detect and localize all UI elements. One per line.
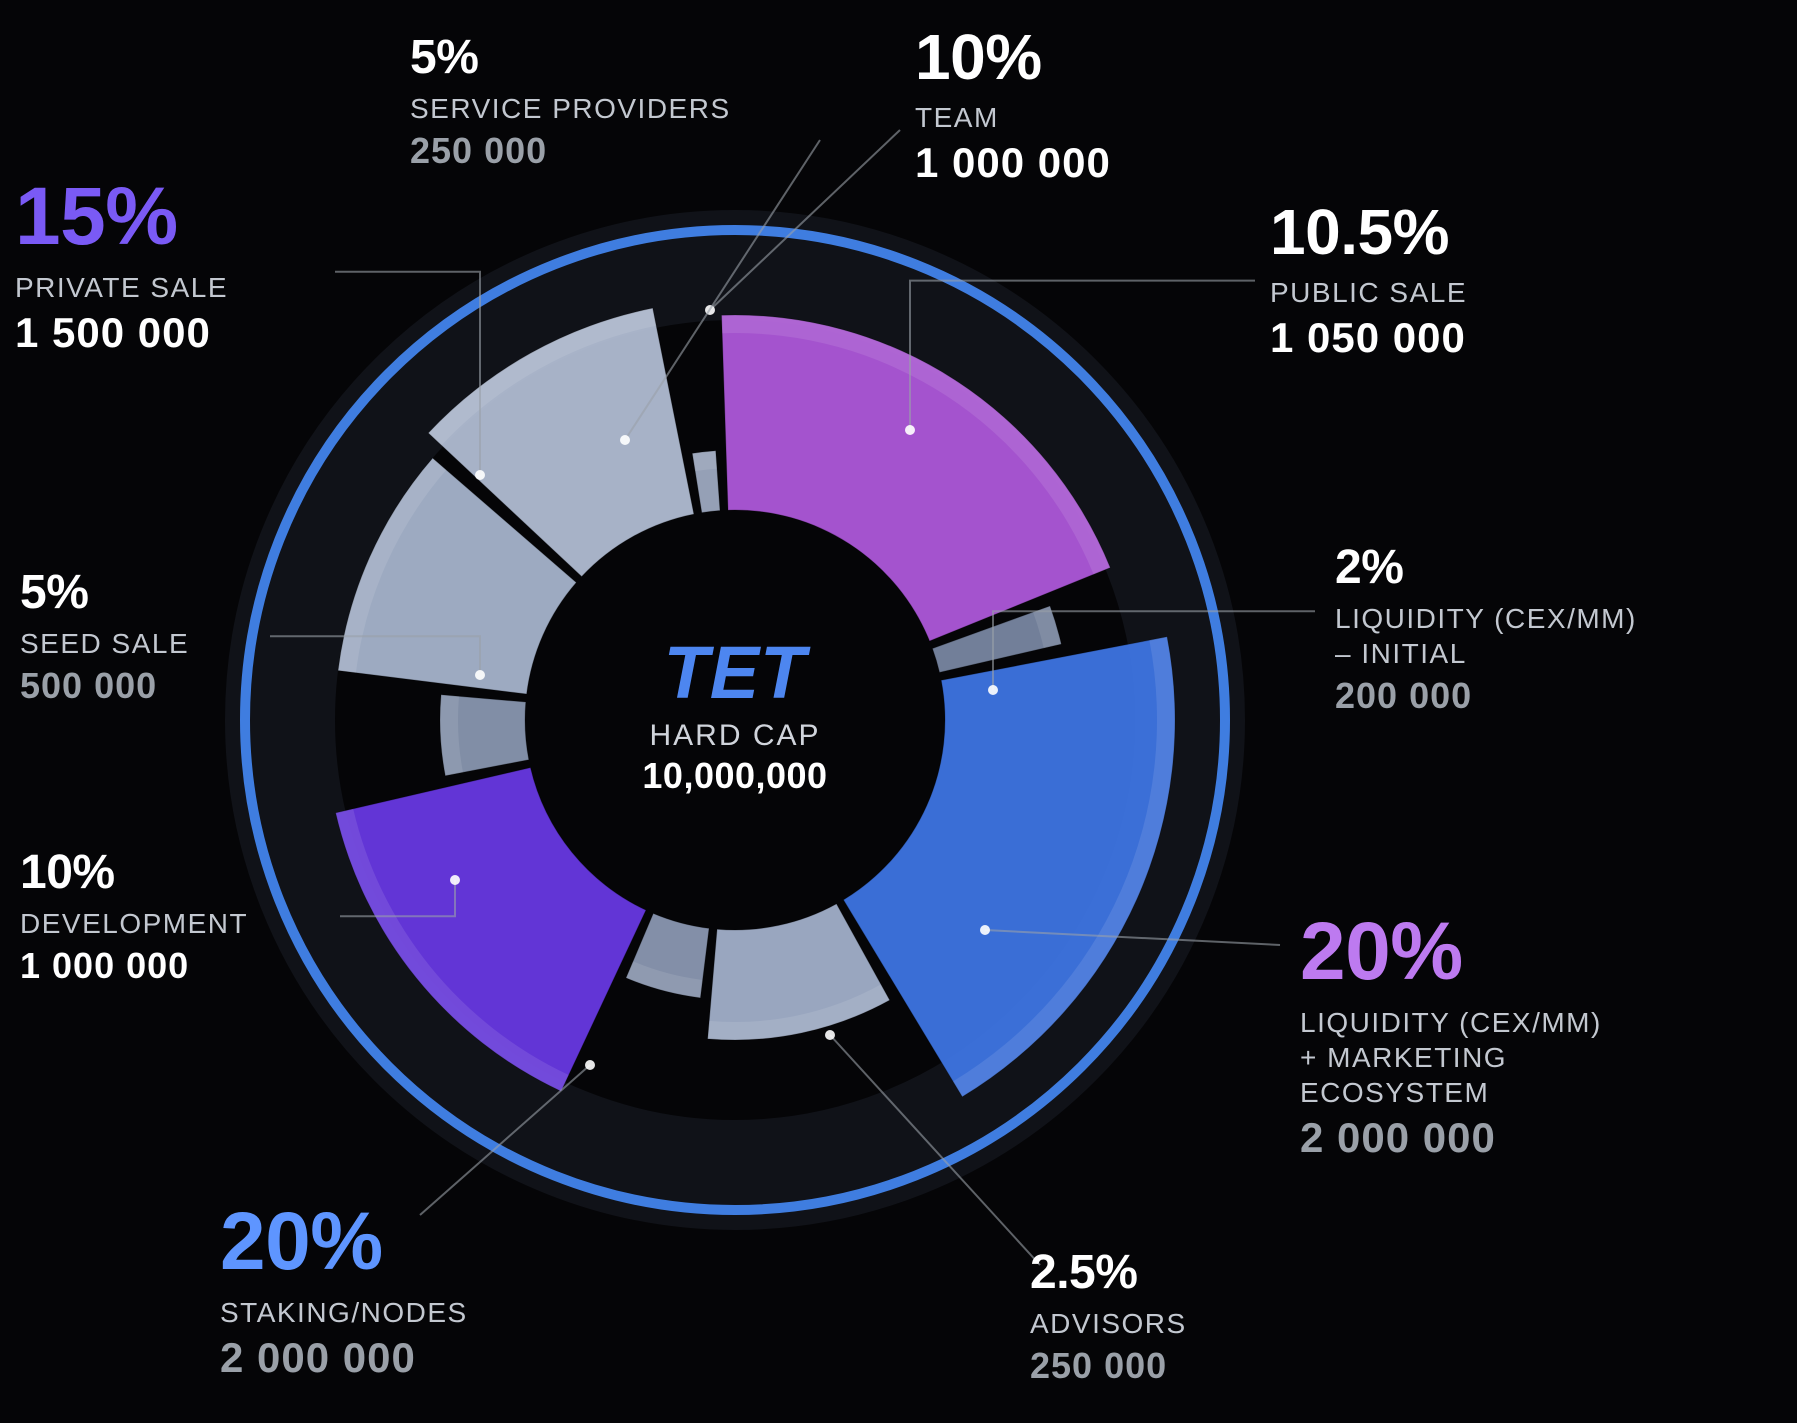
leader-dot-private bbox=[475, 470, 485, 480]
label-private-name: PRIVATE SALE bbox=[15, 270, 228, 305]
label-public_sale: 10.5% PUBLIC SALE 1 050 000 bbox=[1270, 195, 1467, 362]
label-liq_initial-name: LIQUIDITY (CEX/MM) – INITIAL bbox=[1335, 601, 1637, 671]
leader-dot-public_sale bbox=[905, 425, 915, 435]
label-seed-pct: 5% bbox=[20, 565, 189, 620]
label-service-pct: 5% bbox=[410, 30, 731, 85]
leader-dot-development bbox=[450, 875, 460, 885]
label-private-pct: 15% bbox=[15, 170, 228, 264]
label-development-amount: 1 000 000 bbox=[20, 945, 248, 987]
leader-dot-service bbox=[620, 435, 630, 445]
label-service-amount: 250 000 bbox=[410, 130, 731, 172]
label-liq_marketing-pct: 20% bbox=[1300, 905, 1602, 999]
leader-dot-advisors bbox=[825, 1030, 835, 1040]
chart-center-block: TET HARD CAP 10,000,000 bbox=[575, 630, 895, 797]
center-amount: 10,000,000 bbox=[575, 755, 895, 797]
label-advisors-pct: 2.5% bbox=[1030, 1245, 1187, 1300]
label-advisors: 2.5% ADVISORS 250 000 bbox=[1030, 1245, 1187, 1387]
label-public_sale-name: PUBLIC SALE bbox=[1270, 275, 1467, 310]
label-staking: 20% STAKING/NODES 2 000 000 bbox=[220, 1195, 468, 1382]
label-development: 10% DEVELOPMENT 1 000 000 bbox=[20, 845, 248, 987]
label-service-name: SERVICE PROVIDERS bbox=[410, 91, 731, 126]
leader-dot-seed bbox=[475, 670, 485, 680]
label-team-pct: 10% bbox=[915, 20, 1111, 94]
leader-dot-staking bbox=[585, 1060, 595, 1070]
label-staking-name: STAKING/NODES bbox=[220, 1295, 468, 1330]
label-liq_initial-pct: 2% bbox=[1335, 540, 1637, 595]
label-public_sale-amount: 1 050 000 bbox=[1270, 314, 1467, 362]
label-advisors-name: ADVISORS bbox=[1030, 1306, 1187, 1341]
label-seed-name: SEED SALE bbox=[20, 626, 189, 661]
label-team-name: TEAM bbox=[915, 100, 1111, 135]
leader-dot-liq_marketing bbox=[980, 925, 990, 935]
label-public_sale-pct: 10.5% bbox=[1270, 195, 1467, 269]
label-private-amount: 1 500 000 bbox=[15, 309, 228, 357]
label-seed-amount: 500 000 bbox=[20, 665, 189, 707]
label-liq_marketing-amount: 2 000 000 bbox=[1300, 1114, 1602, 1162]
label-liq_initial-amount: 200 000 bbox=[1335, 675, 1637, 717]
label-private: 15% PRIVATE SALE 1 500 000 bbox=[15, 170, 228, 357]
segment-liq_initial-highlight bbox=[692, 451, 717, 471]
label-liq_marketing: 20%LIQUIDITY (CEX/MM) + MARKETING ECOSYS… bbox=[1300, 905, 1602, 1162]
leader-dot-liq_initial bbox=[988, 685, 998, 695]
label-staking-amount: 2 000 000 bbox=[220, 1334, 468, 1382]
label-liq_initial: 2% LIQUIDITY (CEX/MM) – INITIAL200 000 bbox=[1335, 540, 1637, 717]
label-development-name: DEVELOPMENT bbox=[20, 906, 248, 941]
label-staking-pct: 20% bbox=[220, 1195, 468, 1289]
label-team-amount: 1 000 000 bbox=[915, 139, 1111, 187]
center-subtitle: HARD CAP bbox=[575, 719, 895, 753]
label-liq_marketing-name: LIQUIDITY (CEX/MM) + MARKETING ECOSYSTEM bbox=[1300, 1005, 1602, 1110]
center-title: TET bbox=[575, 630, 895, 715]
label-seed: 5% SEED SALE 500 000 bbox=[20, 565, 189, 707]
label-team: 10% TEAM 1 000 000 bbox=[915, 20, 1111, 187]
label-service: 5% SERVICE PROVIDERS 250 000 bbox=[410, 30, 731, 172]
label-development-pct: 10% bbox=[20, 845, 248, 900]
label-advisors-amount: 250 000 bbox=[1030, 1345, 1187, 1387]
